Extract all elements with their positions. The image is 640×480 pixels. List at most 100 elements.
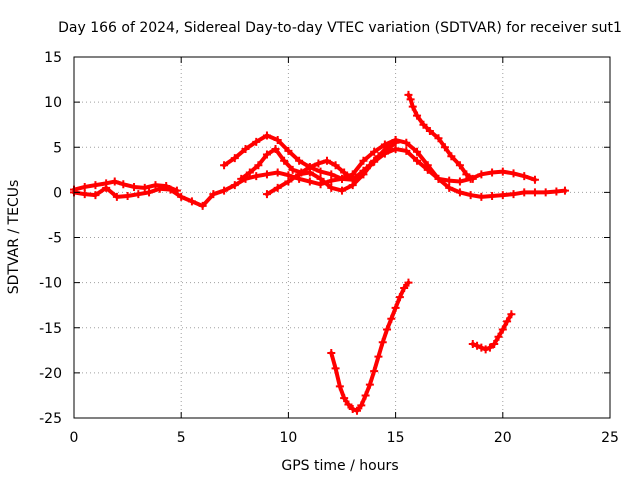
data-point-marker <box>455 177 464 186</box>
data-point-marker <box>305 168 314 177</box>
data-point-marker <box>198 201 207 210</box>
data-point-marker <box>509 190 518 199</box>
data-point-marker <box>408 102 417 111</box>
data-point-marker <box>262 190 271 199</box>
data-point-marker <box>273 183 282 192</box>
data-point-marker <box>455 188 464 197</box>
data-point-marker <box>145 188 154 197</box>
x-tick-label: 10 <box>279 430 297 446</box>
data-point-marker <box>230 154 239 163</box>
data-point-marker <box>530 175 539 184</box>
y-tick-label: -10 <box>39 276 62 292</box>
data-point-marker <box>520 188 529 197</box>
data-point-marker <box>370 367 379 376</box>
data-point-marker <box>130 182 139 191</box>
data-point-marker <box>520 172 529 181</box>
data-point-marker <box>413 111 422 120</box>
data-point-marker <box>140 183 149 192</box>
data-point-marker <box>327 170 336 179</box>
x-axis-ticks: 0 5 10 15 20 25 <box>70 57 619 446</box>
data-point-marker <box>490 339 499 348</box>
data-point-marker <box>338 186 346 195</box>
data-point-marker <box>468 339 477 348</box>
data-point-marker <box>391 138 400 147</box>
data-point-marker <box>473 341 482 350</box>
data-point-marker <box>353 406 362 415</box>
data-point-marker <box>340 394 349 403</box>
y-tick-label: -20 <box>39 366 62 382</box>
data-point-marker <box>134 190 143 199</box>
y-tick-label: -15 <box>39 321 62 337</box>
data-point-marker <box>509 169 518 178</box>
y-tick-label: 5 <box>53 140 62 156</box>
data-point-marker <box>359 170 368 179</box>
data-point-marker <box>365 380 374 389</box>
data-point-marker <box>162 182 171 191</box>
data-point-marker <box>552 187 561 196</box>
data-point-marker <box>447 152 456 161</box>
data-point-marker <box>151 181 160 190</box>
data-point-marker <box>402 138 411 147</box>
series-track-a <box>70 136 569 210</box>
data-point-marker <box>288 165 297 174</box>
data-point-marker <box>498 325 507 334</box>
data-point-marker <box>485 343 494 352</box>
data-point-marker <box>466 191 475 200</box>
data-point-marker <box>295 156 304 165</box>
data-point-marker <box>370 156 379 165</box>
data-point-marker <box>340 168 349 177</box>
data-point-marker <box>494 332 503 341</box>
data-point-marker <box>560 186 569 195</box>
data-point-marker <box>462 170 471 179</box>
x-tick-label: 5 <box>177 430 186 446</box>
data-point-marker <box>262 131 271 140</box>
data-point-marker <box>348 181 357 190</box>
data-point-marker <box>498 167 507 176</box>
x-tick-label: 25 <box>601 430 619 446</box>
data-point-marker <box>273 168 282 177</box>
data-point-marker <box>280 156 289 165</box>
data-point-marker <box>406 95 415 104</box>
data-point-marker <box>391 303 400 312</box>
y-tick-label: 0 <box>53 185 62 201</box>
data-point-marker <box>80 190 89 199</box>
y-tick-label: 15 <box>44 50 62 66</box>
data-point-marker <box>380 147 389 156</box>
series-arc-g <box>327 278 413 415</box>
data-point-marker <box>123 191 132 200</box>
data-point-marker <box>530 188 539 197</box>
y-axis-label: SDTVAR / TECUs <box>6 180 22 295</box>
data-point-marker <box>172 186 181 195</box>
data-point-marker <box>209 190 218 199</box>
data-point-marker <box>271 145 280 154</box>
data-point-marker <box>440 143 449 152</box>
data-point-marker <box>245 168 254 177</box>
data-point-marker <box>378 338 387 347</box>
x-tick-label: 0 <box>70 430 79 446</box>
data-point-marker <box>273 136 282 145</box>
data-point-marker <box>477 192 486 201</box>
data-point-marker <box>361 391 370 400</box>
data-series <box>70 90 569 415</box>
data-point-marker <box>503 317 512 326</box>
data-point-marker <box>295 170 304 179</box>
data-point-marker <box>91 191 100 200</box>
data-point-marker <box>434 134 443 143</box>
data-point-marker <box>402 146 411 155</box>
data-point-marker <box>112 192 121 201</box>
series-track-e <box>262 138 400 199</box>
data-point-marker <box>477 343 486 352</box>
data-point-marker <box>119 180 128 189</box>
data-point-marker <box>331 364 340 373</box>
data-point-marker <box>241 145 250 154</box>
y-axis-ticks: 15 10 5 0 -5 -10 -15 -20 -25 <box>39 50 610 427</box>
data-point-marker <box>455 161 464 170</box>
data-point-marker <box>322 156 331 165</box>
x-axis-label: GPS time / hours <box>281 458 398 474</box>
chart-title: Day 166 of 2024, Sidereal Day-to-day VTE… <box>58 20 622 36</box>
data-point-marker <box>316 174 325 183</box>
data-point-marker <box>335 382 344 391</box>
data-point-marker <box>468 174 477 183</box>
data-point-marker <box>404 90 413 99</box>
data-point-marker <box>387 314 396 323</box>
